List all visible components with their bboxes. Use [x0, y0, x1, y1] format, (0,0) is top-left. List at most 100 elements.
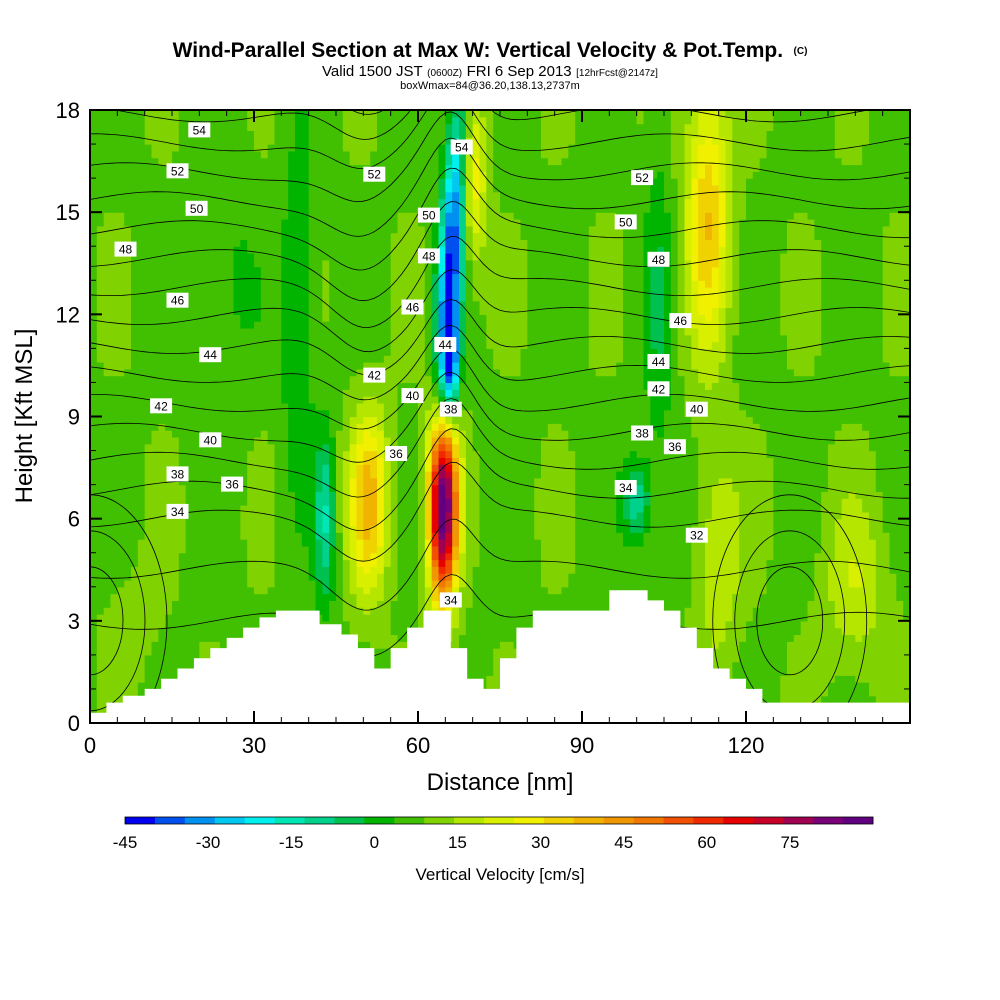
- w-cell: [759, 457, 768, 465]
- w-cell: [418, 491, 426, 499]
- w-cell: [882, 634, 891, 642]
- w-cell: [479, 443, 487, 452]
- w-cell: [329, 464, 337, 472]
- w-cell: [506, 450, 515, 458]
- w-cell: [370, 641, 378, 649]
- w-cell: [711, 641, 720, 649]
- w-cell: [90, 484, 98, 493]
- w-cell: [288, 511, 296, 520]
- w-cell: [124, 470, 132, 479]
- w-cell: [363, 607, 371, 615]
- w-cell: [390, 457, 399, 465]
- w-cell: [889, 600, 897, 608]
- w-cell: [800, 559, 809, 567]
- w-cell: [814, 661, 822, 670]
- w-cell: [500, 559, 508, 567]
- w-cell: [773, 654, 781, 663]
- w-cell: [260, 573, 269, 581]
- w-cell: [500, 491, 508, 499]
- w-cell: [137, 491, 146, 499]
- w-cell: [718, 511, 727, 520]
- w-cell: [513, 498, 522, 506]
- w-cell: [841, 648, 850, 656]
- w-cell: [390, 464, 399, 472]
- w-cell: [486, 648, 494, 656]
- w-cell: [315, 552, 323, 561]
- w-cell: [793, 620, 802, 629]
- w-cell: [500, 477, 508, 486]
- w-cell: [848, 648, 856, 656]
- w-cell: [370, 484, 378, 493]
- w-cell: [90, 443, 98, 452]
- w-cell: [247, 614, 255, 622]
- w-cell: [520, 505, 528, 513]
- w-cell: [383, 518, 392, 527]
- w-cell: [178, 586, 187, 595]
- w-cell: [821, 682, 829, 690]
- w-cell: [732, 607, 740, 615]
- w-cell: [315, 443, 323, 452]
- w-cell: [308, 593, 317, 601]
- w-cell: [500, 532, 508, 540]
- w-cell: [260, 539, 269, 547]
- w-cell: [636, 518, 645, 527]
- w-cell: [882, 641, 891, 649]
- w-cell: [677, 457, 686, 465]
- w-cell: [814, 600, 822, 608]
- w-cell: [124, 593, 132, 601]
- w-cell: [103, 443, 112, 452]
- w-cell: [137, 634, 146, 642]
- w-cell: [711, 607, 720, 615]
- w-cell: [377, 443, 385, 452]
- w-cell: [424, 566, 433, 574]
- w-cell: [192, 464, 200, 472]
- w-cell: [431, 559, 440, 567]
- w-cell: [267, 498, 276, 506]
- w-cell: [281, 457, 289, 465]
- w-cell: [342, 539, 351, 547]
- w-cell: [780, 648, 788, 656]
- w-cell: [739, 668, 747, 676]
- w-cell: [390, 525, 399, 533]
- w-cell: [219, 620, 228, 629]
- w-cell: [855, 505, 863, 513]
- w-cell: [356, 498, 364, 506]
- w-cell: [295, 545, 303, 554]
- w-cell: [137, 654, 146, 663]
- w-cell: [165, 525, 173, 533]
- w-cell: [185, 579, 194, 588]
- w-cell: [561, 450, 569, 458]
- w-cell: [896, 545, 904, 554]
- w-cell: [301, 457, 310, 465]
- w-cell: [520, 464, 528, 472]
- w-cell: [691, 443, 699, 452]
- w-cell: [390, 586, 399, 595]
- w-cell: [595, 539, 604, 547]
- w-cell: [787, 586, 795, 595]
- w-cell: [493, 477, 501, 486]
- w-cell: [807, 614, 815, 622]
- w-cell: [793, 443, 802, 452]
- w-cell: [711, 498, 720, 506]
- w-cell: [418, 457, 426, 465]
- w-cell: [869, 648, 877, 656]
- w-cell: [527, 573, 535, 581]
- w-cell: [240, 518, 248, 527]
- w-cell: [185, 436, 194, 445]
- w-cell: [800, 593, 809, 601]
- w-cell: [213, 532, 221, 540]
- w-cell: [787, 573, 795, 581]
- w-cell: [773, 661, 781, 670]
- w-cell: [862, 593, 870, 601]
- w-cell: [780, 641, 788, 649]
- w-cell: [752, 566, 761, 574]
- w-cell: [541, 518, 549, 527]
- w-cell: [260, 470, 269, 479]
- w-cell: [623, 450, 631, 458]
- w-cell: [896, 518, 904, 527]
- w-cell: [493, 525, 501, 533]
- w-cell: [165, 552, 173, 561]
- w-cell: [807, 518, 815, 527]
- w-cell: [158, 498, 166, 506]
- w-cell: [377, 457, 385, 465]
